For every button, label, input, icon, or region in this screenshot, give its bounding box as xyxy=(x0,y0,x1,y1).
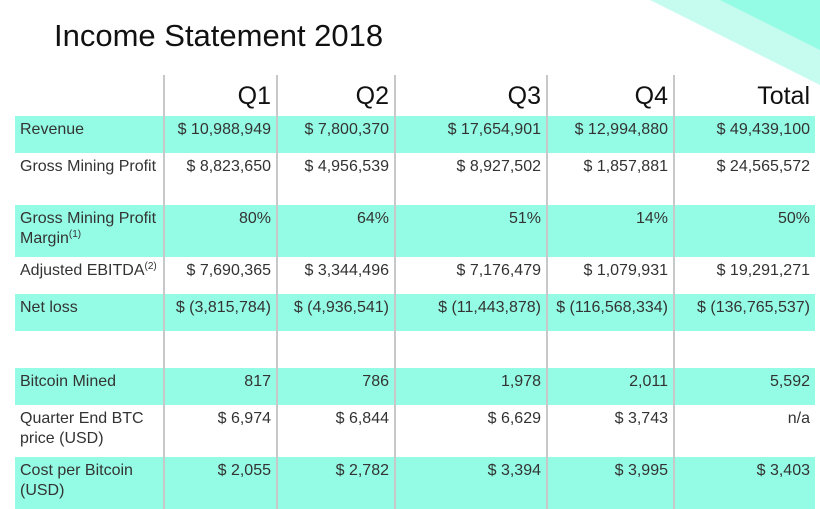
row-label-text: Net loss xyxy=(20,299,78,316)
table-row: Revenue $ 10,988,949 $ 7,800,370 $ 17,654,9… xyxy=(15,116,815,153)
header-q4: Q4 xyxy=(546,75,674,116)
value-cell: $ 2,055 xyxy=(163,457,277,509)
table-row xyxy=(15,331,815,368)
value-cell: $ 4,956,539 xyxy=(276,153,395,205)
value-cell: $ 24,565,572 xyxy=(673,153,815,205)
value-cell: 5,592 xyxy=(673,368,815,405)
footnote-marker: (2) xyxy=(144,261,157,272)
row-label xyxy=(15,331,164,368)
value-cell: $ 6,844 xyxy=(276,405,395,457)
value-cell: $ 2,782 xyxy=(276,457,395,509)
table-row: Gross Mining Profit $ 8,823,650 $ 4,956,53… xyxy=(15,153,815,205)
header-total: Total xyxy=(673,75,815,116)
value-cell: 51% xyxy=(394,205,547,257)
row-label-text: Revenue xyxy=(20,121,85,138)
value-cell: $ 6,974 xyxy=(163,405,277,457)
value-cell: $ 1,857,881 xyxy=(546,153,674,205)
value-cell: $ 1,079,931 xyxy=(546,257,674,294)
table-row: Quarter End BTC price (USD) $ 6,974 $ 6,84… xyxy=(15,405,815,457)
row-label: Adjusted EBITDA(2) xyxy=(15,257,164,294)
row-label: Bitcoin Mined xyxy=(15,368,164,405)
value-cell: $ (116,568,334) xyxy=(546,294,674,331)
value-cell: n/a xyxy=(673,405,815,457)
value-cell: $ 8,823,650 xyxy=(163,153,277,205)
value-cell: $ 17,654,901 xyxy=(394,116,547,153)
row-label: Gross Mining Profit Margin(1) xyxy=(15,205,164,257)
row-label-text: Gross Mining Profit Margin xyxy=(20,210,157,247)
value-cell xyxy=(673,331,815,368)
value-cell: $ (3,815,784) xyxy=(163,294,277,331)
value-cell xyxy=(276,331,395,368)
header-cell xyxy=(15,75,164,116)
row-label-text: Cost per Bitcoin (USD) xyxy=(20,462,133,499)
value-cell: $ (11,443,878) xyxy=(394,294,547,331)
value-cell: 50% xyxy=(673,205,815,257)
value-cell xyxy=(394,331,547,368)
value-cell: $ 49,439,100 xyxy=(673,116,815,153)
table-row: Bitcoin Mined 817 786 1,978 2,011 5,592 xyxy=(15,368,815,405)
row-label-text: Bitcoin Mined xyxy=(20,373,117,390)
value-cell: $ 12,994,880 xyxy=(546,116,674,153)
row-label: Gross Mining Profit xyxy=(15,153,164,205)
row-label-text: Quarter End BTC price (USD) xyxy=(20,410,144,447)
value-cell: $ 10,988,949 xyxy=(163,116,277,153)
value-cell xyxy=(163,331,277,368)
value-cell: $ (136,765,537) xyxy=(673,294,815,331)
value-cell: $ 3,995 xyxy=(546,457,674,509)
value-cell: 2,011 xyxy=(546,368,674,405)
page-title: Income Statement 2018 xyxy=(54,18,384,53)
value-cell: 80% xyxy=(163,205,277,257)
row-label: Net loss xyxy=(15,294,164,331)
value-cell: $ 7,800,370 xyxy=(276,116,395,153)
header-q3: Q3 xyxy=(394,75,547,116)
value-cell: $ 7,176,479 xyxy=(394,257,547,294)
header-q1: Q1 xyxy=(163,75,277,116)
row-label-text: Gross Mining Profit xyxy=(20,158,157,175)
row-label-text: Adjusted EBITDA xyxy=(20,262,145,279)
value-cell: 786 xyxy=(276,368,395,405)
value-cell: $ 7,690,365 xyxy=(163,257,277,294)
value-cell: 64% xyxy=(276,205,395,257)
value-cell: $ 6,629 xyxy=(394,405,547,457)
row-label: Cost per Bitcoin (USD) xyxy=(15,457,164,509)
value-cell: 817 xyxy=(163,368,277,405)
table-row: Gross Mining Profit Margin(1) 80% 64% 51% 14… xyxy=(15,205,815,257)
value-cell: $ 3,403 xyxy=(673,457,815,509)
value-cell: $ 3,394 xyxy=(394,457,547,509)
value-cell: $ 3,743 xyxy=(546,405,674,457)
value-cell: 1,978 xyxy=(394,368,547,405)
row-label: Revenue xyxy=(15,116,164,153)
income-statement-table: Q1 Q2 Q3 Q4 Total Revenue $ 10,988,949 $ 7… xyxy=(15,75,815,509)
header-row: Q1 Q2 Q3 Q4 Total xyxy=(15,75,815,116)
table-row: Cost per Bitcoin (USD) $ 2,055 $ 2,782 $ 3,… xyxy=(15,457,815,509)
value-cell: $ 19,291,271 xyxy=(673,257,815,294)
value-cell xyxy=(546,331,674,368)
value-cell: 14% xyxy=(546,205,674,257)
value-cell: $ 8,927,502 xyxy=(394,153,547,205)
table-row: Adjusted EBITDA(2) $ 7,690,365 $ 3,344,496… xyxy=(15,257,815,294)
footnote-marker: (1) xyxy=(68,229,82,240)
value-cell: $ (4,936,541) xyxy=(276,294,395,331)
table-row: Net loss $ (3,815,784) $ (4,936,541) $ (11,… xyxy=(15,294,815,331)
value-cell: $ 3,344,496 xyxy=(276,257,395,294)
header-q2: Q2 xyxy=(276,75,395,116)
row-label: Quarter End BTC price (USD) xyxy=(15,405,164,457)
